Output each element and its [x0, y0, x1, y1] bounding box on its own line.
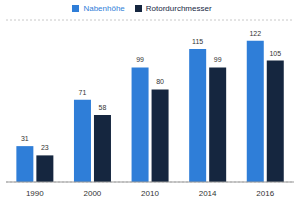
svg-text:115: 115 [192, 38, 203, 45]
svg-text:99: 99 [136, 56, 144, 63]
svg-text:1990: 1990 [26, 189, 44, 198]
svg-text:58: 58 [99, 104, 107, 111]
svg-text:2000: 2000 [84, 189, 102, 198]
html-text:Rotordurchmesser: Rotordurchmesser [145, 4, 212, 13]
html-text:Nabenhöhe: Nabenhöhe [83, 4, 125, 13]
svg-text:2014: 2014 [199, 189, 217, 198]
svg-text:71: 71 [79, 89, 87, 96]
svg-text:105: 105 [269, 50, 281, 57]
svg-text:2010: 2010 [141, 189, 159, 198]
svg-text:2016: 2016 [256, 189, 274, 198]
svg-text:31: 31 [21, 135, 29, 142]
svg-text:80: 80 [156, 78, 164, 85]
svg-text:23: 23 [41, 144, 49, 151]
svg-text:99: 99 [214, 56, 222, 63]
svg-text:122: 122 [249, 30, 261, 37]
